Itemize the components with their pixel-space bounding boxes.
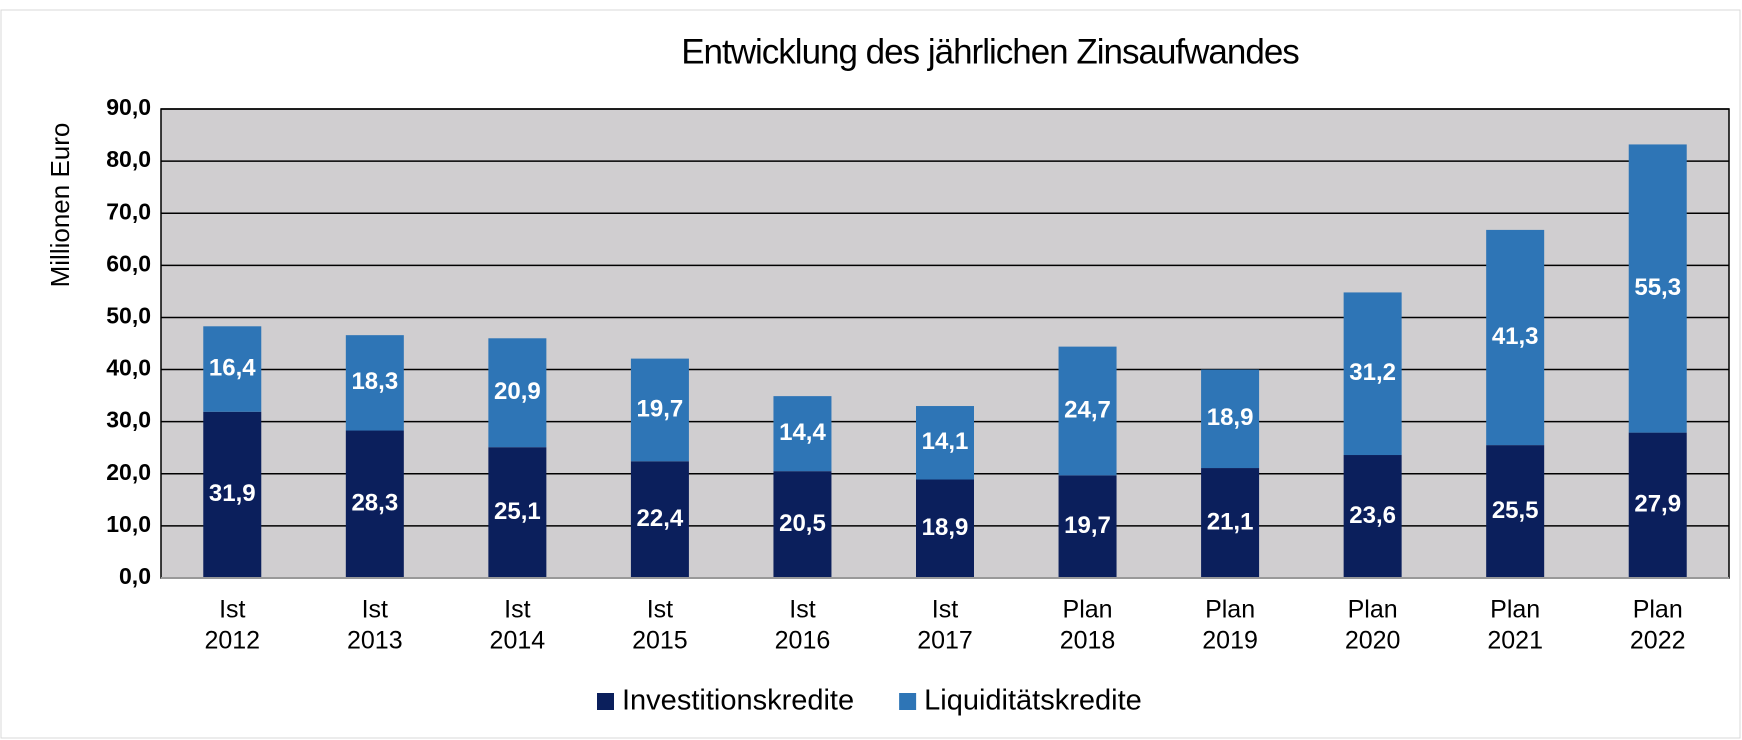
x-tick-label: Ist bbox=[219, 596, 245, 624]
x-tick-label: 2016 bbox=[775, 627, 831, 655]
bar-segment bbox=[203, 411, 262, 578]
y-tick-label: 70,0 bbox=[106, 198, 151, 224]
x-tick-label: 2017 bbox=[917, 627, 973, 655]
x-tick-label: 2015 bbox=[632, 627, 688, 655]
data-label: 23,6 bbox=[1349, 502, 1396, 529]
y-tick-label: 0,0 bbox=[119, 563, 151, 589]
data-label: 41,3 bbox=[1492, 323, 1539, 350]
x-tick-label: 2022 bbox=[1630, 627, 1686, 655]
data-label: 31,2 bbox=[1349, 359, 1396, 386]
bar-segment bbox=[1628, 144, 1687, 433]
bar-segment bbox=[630, 461, 689, 578]
x-tick-label: Plan bbox=[1348, 596, 1398, 624]
x-tick-label: Ist bbox=[504, 596, 530, 624]
bar-segment bbox=[1201, 468, 1260, 578]
x-tick-label: 2019 bbox=[1202, 627, 1258, 655]
chart-title: Entwicklung des jährlichen Zinsaufwandes bbox=[681, 32, 1299, 71]
data-label: 14,1 bbox=[922, 428, 969, 455]
x-tick-label: 2020 bbox=[1345, 627, 1401, 655]
bar-segment bbox=[488, 447, 547, 578]
bar-segment bbox=[1628, 432, 1687, 578]
data-label: 19,7 bbox=[637, 395, 684, 422]
x-tick-label: Plan bbox=[1205, 596, 1255, 624]
bar-segment bbox=[1486, 445, 1545, 578]
x-tick-label: 2014 bbox=[490, 627, 546, 655]
data-label: 20,5 bbox=[779, 510, 826, 537]
data-label: 18,3 bbox=[351, 368, 398, 395]
bar-segment bbox=[916, 479, 974, 578]
data-label: 27,9 bbox=[1634, 491, 1681, 518]
data-label: 28,3 bbox=[351, 490, 398, 517]
x-tick-label: Plan bbox=[1063, 596, 1113, 624]
data-label: 25,1 bbox=[494, 498, 541, 525]
data-label: 16,4 bbox=[209, 354, 256, 381]
bar-segment bbox=[1486, 229, 1545, 446]
x-tick-label: Plan bbox=[1633, 596, 1683, 624]
legend-label: Liquiditätskredite bbox=[924, 685, 1142, 717]
x-tick-label: 2018 bbox=[1060, 627, 1116, 655]
y-tick-label: 50,0 bbox=[106, 303, 151, 329]
data-label: 18,9 bbox=[922, 514, 969, 541]
x-tick-label: Ist bbox=[362, 596, 388, 624]
data-label: 20,9 bbox=[494, 378, 541, 405]
bar-segment bbox=[630, 358, 689, 462]
x-tick-label: Plan bbox=[1490, 596, 1540, 624]
legend-swatch bbox=[899, 693, 917, 710]
bar-segment bbox=[773, 396, 832, 472]
data-label: 55,3 bbox=[1634, 274, 1681, 301]
bar-segment bbox=[203, 326, 262, 412]
bar-segment bbox=[916, 406, 974, 480]
x-tick-label: Ist bbox=[932, 596, 958, 624]
bar-segment bbox=[345, 430, 404, 578]
data-label: 18,9 bbox=[1207, 404, 1254, 431]
x-tick-label: 2013 bbox=[347, 627, 403, 655]
bar-segment bbox=[1058, 346, 1117, 476]
bar-segment bbox=[345, 335, 404, 431]
bar-segment bbox=[773, 471, 832, 578]
x-tick-label: 2012 bbox=[204, 627, 260, 655]
bar-segment bbox=[1058, 475, 1117, 578]
y-tick-label: 30,0 bbox=[106, 407, 151, 433]
data-label: 19,7 bbox=[1064, 512, 1111, 539]
data-label: 14,4 bbox=[779, 419, 826, 446]
y-tick-label: 80,0 bbox=[106, 146, 151, 172]
bar-segment bbox=[1201, 369, 1260, 469]
bar-segment bbox=[1343, 455, 1402, 578]
data-label: 24,7 bbox=[1064, 396, 1111, 423]
x-tick-label: 2021 bbox=[1487, 627, 1543, 655]
y-axis-title: Millionen Euro bbox=[45, 123, 75, 288]
y-tick-label: 40,0 bbox=[106, 355, 151, 381]
bar-segment bbox=[488, 338, 547, 448]
y-tick-label: 90,0 bbox=[106, 94, 151, 120]
bar-segment bbox=[1343, 292, 1402, 456]
x-tick-label: Ist bbox=[647, 596, 673, 624]
y-tick-label: 60,0 bbox=[106, 250, 151, 276]
x-tick-label: Ist bbox=[789, 596, 815, 624]
legend-label: Investitionskredite bbox=[622, 685, 854, 717]
data-label: 25,5 bbox=[1492, 497, 1539, 524]
data-label: 31,9 bbox=[209, 480, 256, 507]
y-tick-label: 20,0 bbox=[106, 459, 151, 485]
data-label: 21,1 bbox=[1207, 508, 1254, 535]
data-label: 22,4 bbox=[637, 505, 684, 532]
y-tick-label: 10,0 bbox=[106, 511, 151, 537]
legend-swatch bbox=[597, 693, 614, 710]
